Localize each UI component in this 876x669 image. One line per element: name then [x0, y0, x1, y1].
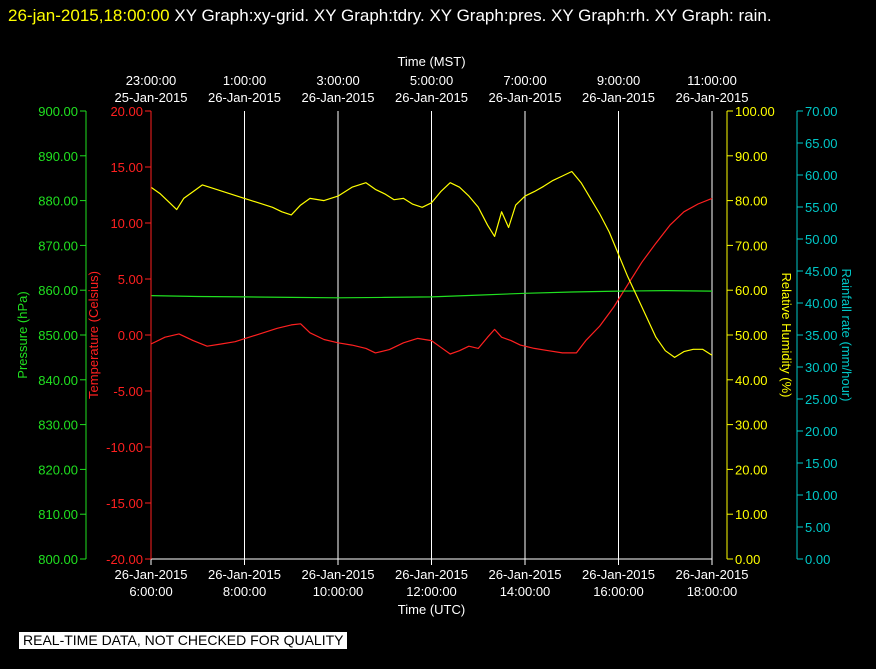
humidity-axis-title: Relative Humidity (%) — [779, 273, 794, 398]
pressure-tick-label: 860.00 — [38, 283, 78, 298]
rain-tick-label: 45.00 — [805, 264, 838, 279]
humidity-tick-label: 80.00 — [735, 194, 768, 209]
rain-tick-label: 35.00 — [805, 328, 838, 343]
humidity-series-line — [150, 170, 713, 358]
humidity-tick-label: 40.00 — [735, 373, 768, 388]
humidity-tick-label: 90.00 — [735, 149, 768, 164]
humidity-tick-label: 0.00 — [735, 552, 760, 567]
pressure-tick-label: 900.00 — [38, 104, 78, 119]
header-timestamp: 26-jan-2015,18:00:00 — [8, 6, 170, 25]
pressure-tick-label: 830.00 — [38, 418, 78, 433]
temperature-tick-label: 10.00 — [110, 216, 143, 231]
rain-tick-label: 55.00 — [805, 200, 838, 215]
rain-tick-label: 25.00 — [805, 392, 838, 407]
quality-notice: REAL-TIME DATA, NOT CHECKED FOR QUALITY — [19, 632, 348, 649]
temperature-tick-label: -10.00 — [106, 440, 143, 455]
x-top-tick-time: 7:00:00 — [503, 73, 546, 88]
x-bottom-tick-date: 26-Jan-2015 — [489, 567, 562, 582]
pressure-series-line — [150, 290, 713, 299]
rain-tick-label: 50.00 — [805, 232, 838, 247]
temperature-tick-label: -15.00 — [106, 496, 143, 511]
rain-tick-label: 5.00 — [805, 520, 830, 535]
pressure-tick-label: 820.00 — [38, 462, 78, 477]
x-top-tick-date: 26-Jan-2015 — [489, 90, 562, 105]
series-layer — [150, 170, 713, 358]
pressure-tick-label: 880.00 — [38, 194, 78, 209]
rain-tick-label: 0.00 — [805, 552, 830, 567]
x-bottom-tick-time: 10:00:00 — [313, 584, 364, 599]
temperature-series-line — [150, 197, 713, 355]
temperature-tick-label: -5.00 — [113, 384, 143, 399]
x-top-tick-date: 26-Jan-2015 — [395, 90, 468, 105]
humidity-tick-label: 100.00 — [735, 104, 775, 119]
x-bottom-tick-time: 18:00:00 — [687, 584, 738, 599]
grid-layer — [150, 111, 713, 559]
rain-tick-label: 15.00 — [805, 456, 838, 471]
x-bottom-tick-time: 12:00:00 — [406, 584, 457, 599]
x-bottom-tick-date: 26-Jan-2015 — [676, 567, 749, 582]
x-bottom-tick-date: 26-Jan-2015 — [115, 567, 188, 582]
x-top-tick-date: 26-Jan-2015 — [676, 90, 749, 105]
pressure-tick-label: 840.00 — [38, 373, 78, 388]
temperature-tick-label: -20.00 — [106, 552, 143, 567]
x-bottom-tick-date: 26-Jan-2015 — [208, 567, 281, 582]
temperature-tick-label: 20.00 — [110, 104, 143, 119]
humidity-tick-label: 60.00 — [735, 283, 768, 298]
rain-tick-label: 20.00 — [805, 424, 838, 439]
temperature-tick-label: 5.00 — [118, 272, 143, 287]
humidity-tick-label: 50.00 — [735, 328, 768, 343]
x-top-tick-date: 26-Jan-2015 — [302, 90, 375, 105]
rain-tick-label: 10.00 — [805, 488, 838, 503]
temperature-tick-label: 15.00 — [110, 160, 143, 175]
x-top-tick-time: 11:00:00 — [687, 73, 737, 88]
chart-header: 26-jan-2015,18:00:00 XY Graph:xy-grid. X… — [8, 4, 868, 28]
header-graph-list: XY Graph:xy-grid. XY Graph:tdry. XY Grap… — [169, 6, 772, 25]
x-top-tick-time: 5:00:00 — [410, 73, 453, 88]
pressure-tick-label: 800.00 — [38, 552, 78, 567]
rain-tick-label: 65.00 — [805, 136, 838, 151]
x-bottom-tick-date: 26-Jan-2015 — [395, 567, 468, 582]
temperature-axis-title: Temperature (Celsius) — [86, 271, 101, 399]
x-top-tick-date: 26-Jan-2015 — [208, 90, 281, 105]
humidity-tick-label: 20.00 — [735, 462, 768, 477]
x-top-tick-time: 1:00:00 — [223, 73, 266, 88]
pressure-tick-label: 890.00 — [38, 149, 78, 164]
pressure-tick-label: 810.00 — [38, 507, 78, 522]
pressure-tick-label: 850.00 — [38, 328, 78, 343]
rain-tick-label: 60.00 — [805, 168, 838, 183]
humidity-tick-label: 70.00 — [735, 238, 768, 253]
x-bottom-tick-time: 14:00:00 — [500, 584, 551, 599]
x-top-tick-time: 23:00:00 — [126, 73, 177, 88]
pressure-axis-title: Pressure (hPa) — [15, 291, 30, 378]
x-top-tick-date: 26-Jan-2015 — [582, 90, 655, 105]
humidity-tick-label: 30.00 — [735, 418, 768, 433]
x-bottom-tick-date: 26-Jan-2015 — [302, 567, 375, 582]
temperature-tick-label: 0.00 — [118, 328, 143, 343]
axes-layer: 26-Jan-2015 6:00:00 26-Jan-2015 8:00:00 26-J… — [15, 54, 854, 617]
x-top-tick-time: 9:00:00 — [597, 73, 640, 88]
x-bottom-axis-label: Time (UTC) — [398, 602, 465, 617]
x-top-tick-time: 3:00:00 — [316, 73, 359, 88]
x-bottom-tick-time: 6:00:00 — [129, 584, 172, 599]
x-bottom-tick-time: 8:00:00 — [223, 584, 266, 599]
rain-tick-label: 40.00 — [805, 296, 838, 311]
x-top-tick-date: 25-Jan-2015 — [115, 90, 188, 105]
humidity-tick-label: 10.00 — [735, 507, 768, 522]
x-top-axis-label: Time (MST) — [397, 54, 465, 69]
x-bottom-tick-time: 16:00:00 — [593, 584, 644, 599]
rain-tick-label: 30.00 — [805, 360, 838, 375]
rain-tick-label: 70.00 — [805, 104, 838, 119]
x-bottom-tick-date: 26-Jan-2015 — [582, 567, 655, 582]
rain-axis-title: Rainfall rate (mm/hour) — [839, 269, 854, 402]
pressure-tick-label: 870.00 — [38, 238, 78, 253]
